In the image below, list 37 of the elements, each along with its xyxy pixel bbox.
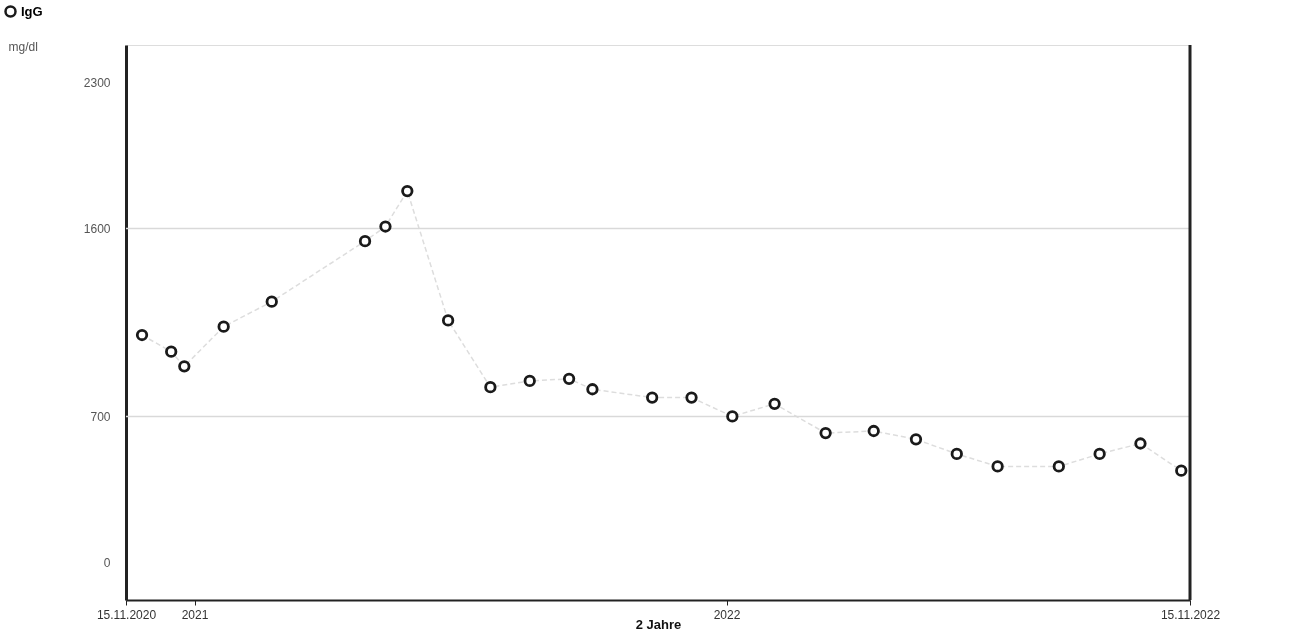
point (265, 295, 278, 308)
x-tick-label: 2022 (713, 607, 741, 622)
y-axis-title: mg/dl (8, 39, 38, 54)
point (217, 320, 230, 333)
point (685, 391, 698, 404)
x-tick-label: 2021 (181, 607, 209, 622)
point (867, 424, 880, 438)
point (586, 383, 599, 396)
point (646, 391, 659, 404)
legend-label: IgG (21, 3, 43, 19)
y-tick-label: 1600 (83, 222, 111, 237)
x-tick-label: 15.11.2020 (96, 607, 157, 622)
point (819, 426, 832, 440)
point (909, 433, 923, 446)
point (165, 345, 178, 358)
point (135, 328, 149, 342)
y-tick-label: 2300 (83, 76, 111, 91)
point (523, 374, 536, 388)
point (401, 184, 414, 198)
point (1134, 437, 1147, 450)
point (1052, 460, 1065, 473)
y-tick-label: 700 (90, 409, 111, 424)
point (441, 314, 455, 327)
point (768, 397, 781, 411)
point (950, 447, 963, 461)
point (484, 381, 497, 394)
point (991, 460, 1004, 473)
x-axis-title: 2 Jahre (635, 616, 682, 632)
point (1175, 464, 1188, 477)
point (379, 220, 392, 233)
point (358, 234, 372, 248)
point (726, 410, 739, 423)
y-tick-label: 0 (103, 555, 111, 570)
point (1093, 447, 1106, 461)
point (178, 360, 191, 373)
x-tick-label: 15.11.2022 (1160, 607, 1221, 622)
point (562, 372, 576, 385)
